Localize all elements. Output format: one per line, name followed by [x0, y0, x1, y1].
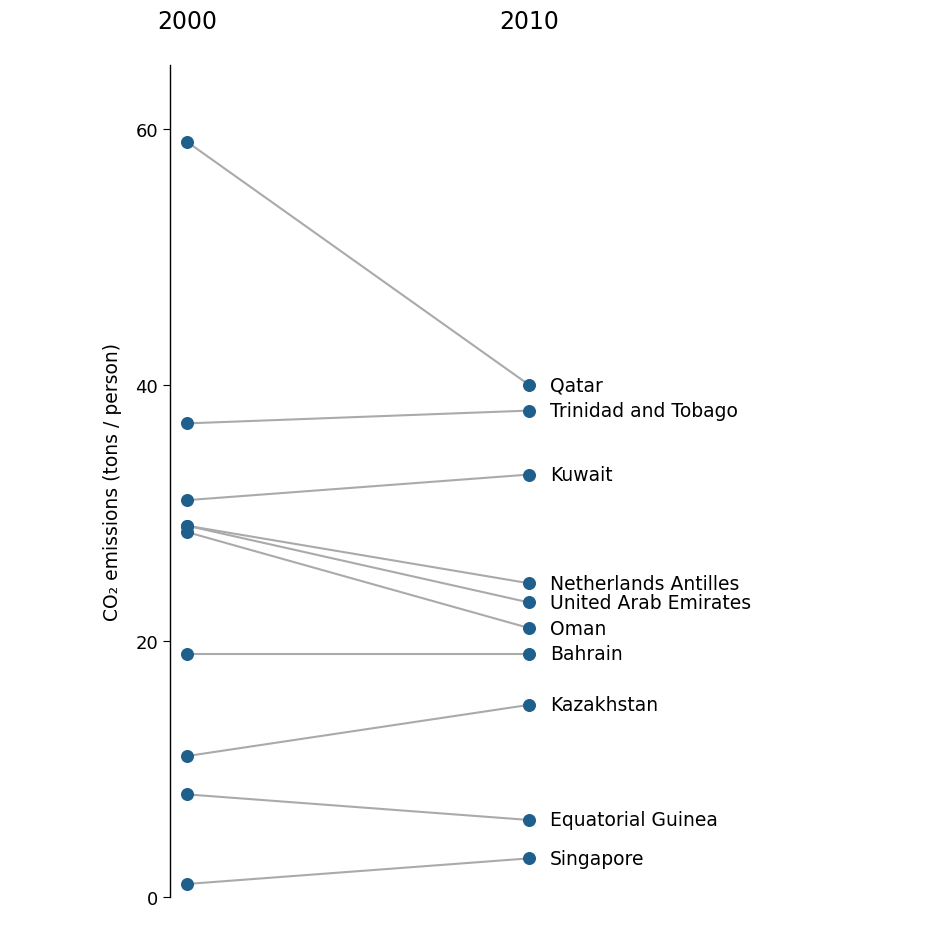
Point — [179, 493, 194, 508]
Point — [179, 787, 194, 802]
Text: Bahrain: Bahrain — [549, 645, 622, 664]
Text: 2000: 2000 — [157, 10, 217, 34]
Point — [521, 404, 536, 419]
Point — [521, 813, 536, 828]
Point — [521, 647, 536, 662]
Y-axis label: CO₂ emissions (tons / person): CO₂ emissions (tons / person) — [103, 343, 122, 620]
Point — [179, 647, 194, 662]
Point — [521, 698, 536, 713]
Text: Singapore: Singapore — [549, 849, 644, 868]
Point — [521, 378, 536, 393]
Text: United Arab Emirates: United Arab Emirates — [549, 594, 750, 613]
Text: Oman: Oman — [549, 619, 605, 638]
Text: Qatar: Qatar — [549, 376, 602, 396]
Point — [521, 621, 536, 636]
Point — [521, 467, 536, 482]
Text: Kazakhstan: Kazakhstan — [549, 696, 657, 715]
Text: 2010: 2010 — [498, 10, 559, 34]
Point — [179, 518, 194, 533]
Point — [179, 416, 194, 431]
Text: Trinidad and Tobago: Trinidad and Tobago — [549, 401, 737, 421]
Point — [521, 596, 536, 611]
Text: Equatorial Guinea: Equatorial Guinea — [549, 811, 716, 830]
Text: Netherlands Antilles: Netherlands Antilles — [549, 574, 738, 593]
Point — [179, 525, 194, 540]
Point — [179, 518, 194, 533]
Point — [179, 135, 194, 150]
Text: Kuwait: Kuwait — [549, 465, 612, 484]
Point — [521, 851, 536, 866]
Point — [521, 576, 536, 591]
Point — [179, 876, 194, 891]
Point — [179, 749, 194, 764]
